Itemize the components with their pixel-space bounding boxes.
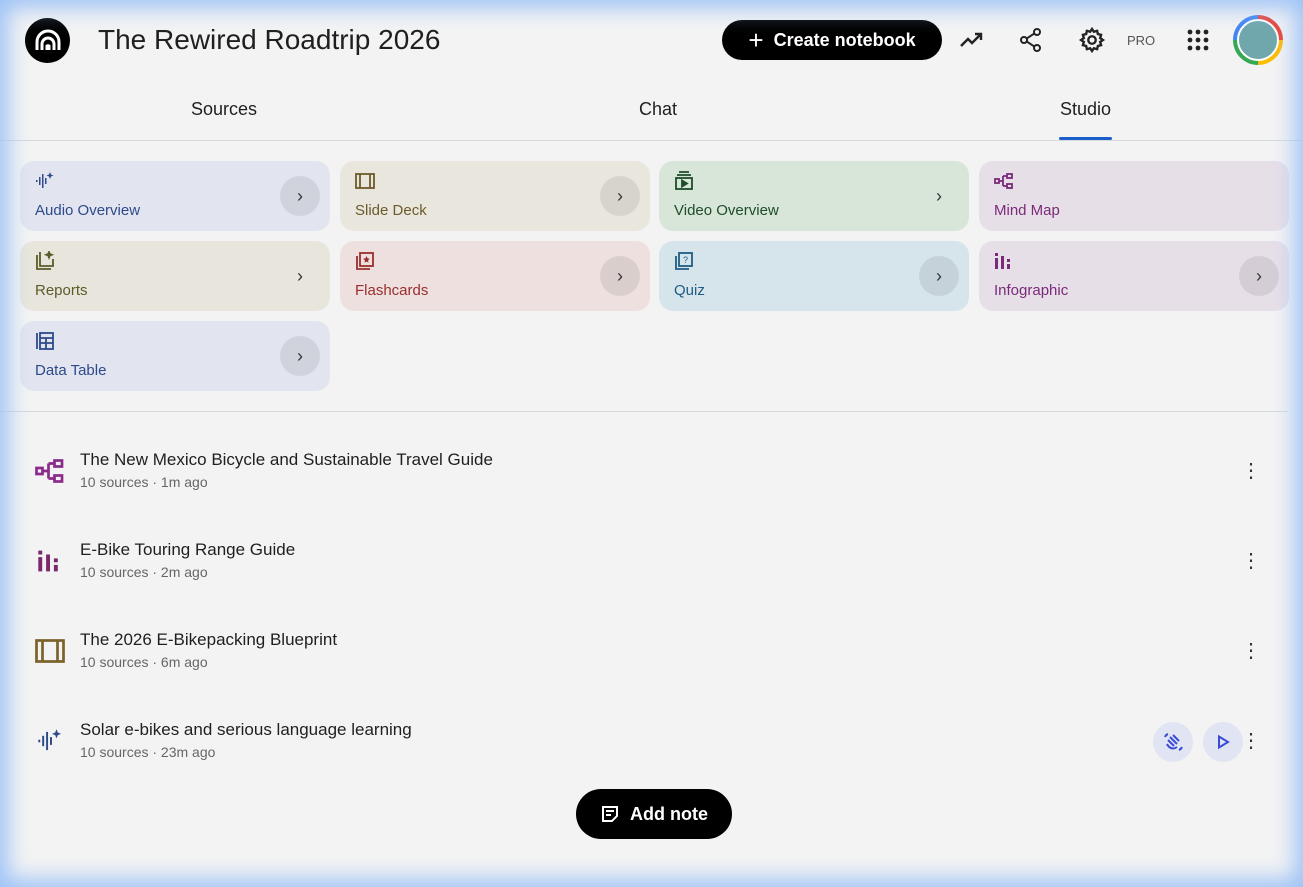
studio-card-label: Data Table	[35, 362, 107, 379]
studio-card-label: Mind Map	[994, 202, 1060, 219]
studio-card-video-overview[interactable]: Video Overview ›	[659, 161, 969, 231]
note-title: The New Mexico Bicycle and Sustainable T…	[80, 450, 493, 469]
note-title: E-Bike Touring Range Guide	[80, 540, 296, 559]
add-note-button[interactable]: Add note	[576, 789, 732, 839]
analytics-icon[interactable]	[956, 24, 988, 56]
play-icon	[1218, 734, 1230, 750]
create-notebook-label: Create notebook	[773, 29, 916, 50]
note-list-item[interactable]: The New Mexico Bicycle and Sustainable T…	[20, 430, 1283, 510]
app-logo[interactable]	[25, 18, 70, 63]
studio-card-mind-map[interactable]: Mind Map	[979, 161, 1289, 231]
infographic-icon	[994, 251, 1014, 271]
notebook-title[interactable]: The Rewired Roadtrip 2026	[98, 24, 441, 55]
studio-card-flashcards[interactable]: Flashcards ›	[340, 241, 650, 311]
tab-chat[interactable]: Chat	[639, 99, 678, 119]
studio-card-audio-overview[interactable]: Audio Overview ›	[20, 161, 330, 231]
data-table-icon	[35, 331, 55, 351]
avatar[interactable]	[1233, 15, 1283, 65]
tab-divider	[0, 140, 1303, 141]
studio-card-slide-deck[interactable]: Slide Deck ›	[340, 161, 650, 231]
slides-icon	[355, 171, 375, 191]
tab-sources[interactable]: Sources	[191, 99, 258, 119]
studio-card-label: Flashcards	[355, 282, 429, 299]
chevron-right-icon[interactable]: ›	[919, 256, 959, 296]
chevron-right-icon[interactable]: ›	[280, 176, 320, 216]
note-meta: 10 sources · 6m ago	[80, 654, 208, 670]
tab-studio[interactable]: Studio	[1060, 99, 1112, 119]
studio-card-label: Reports	[35, 282, 88, 299]
studio-card-label: Audio Overview	[35, 202, 141, 219]
studio-card-label: Infographic	[994, 282, 1069, 299]
studio-card-reports[interactable]: Reports ›	[20, 241, 330, 311]
audio-waveform-icon	[35, 171, 55, 191]
more-vert-icon[interactable]: ⋮	[1241, 549, 1261, 572]
note-list-item[interactable]: The 2026 E-Bikepacking Blueprint 10 sour…	[20, 610, 1283, 690]
share-icon[interactable]	[1015, 24, 1047, 56]
slides-icon	[35, 638, 65, 664]
reports-icon	[35, 249, 55, 271]
chevron-right-icon[interactable]: ›	[600, 256, 640, 296]
studio-card-label: Video Overview	[674, 202, 779, 219]
add-note-label: Add note	[630, 803, 708, 824]
wave-hand-icon	[1164, 733, 1183, 751]
mind-map-icon	[994, 171, 1014, 191]
svg-text:?: ?	[683, 255, 688, 265]
studio-card-infographic[interactable]: Infographic ›	[979, 241, 1289, 311]
infographic-icon	[35, 548, 65, 574]
section-divider	[0, 411, 1288, 412]
plus-icon: +	[748, 25, 764, 55]
note-title: Solar e-bikes and serious language learn…	[80, 720, 412, 739]
video-icon	[674, 171, 694, 191]
interactive-mode-button[interactable]	[1153, 722, 1193, 762]
chevron-right-icon[interactable]: ›	[936, 185, 942, 206]
mind-map-icon	[35, 458, 65, 484]
settings-icon[interactable]	[1076, 24, 1108, 56]
note-icon	[602, 806, 618, 822]
studio-card-quiz[interactable]: ? Quiz ›	[659, 241, 969, 311]
note-meta: 10 sources · 23m ago	[80, 744, 216, 760]
studio-card-data-table[interactable]: Data Table ›	[20, 321, 330, 391]
pro-badge: PRO	[1127, 33, 1156, 48]
chevron-right-icon[interactable]: ›	[600, 176, 640, 216]
avatar-image	[1237, 19, 1279, 61]
note-list-item[interactable]: E-Bike Touring Range Guide 10 sources · …	[20, 520, 1283, 600]
active-tab-indicator	[1059, 137, 1112, 140]
more-vert-icon[interactable]: ⋮	[1241, 729, 1261, 752]
chevron-right-icon[interactable]: ›	[1239, 256, 1279, 296]
chevron-right-icon[interactable]: ›	[297, 265, 303, 286]
create-notebook-button[interactable]: + Create notebook	[722, 20, 942, 60]
note-title: The 2026 E-Bikepacking Blueprint	[80, 630, 338, 649]
note-meta: 10 sources · 2m ago	[80, 564, 208, 580]
chevron-right-icon[interactable]: ›	[280, 336, 320, 376]
note-meta: 10 sources · 1m ago	[80, 474, 208, 490]
more-vert-icon[interactable]: ⋮	[1241, 639, 1261, 662]
studio-card-label: Slide Deck	[355, 202, 427, 219]
quiz-icon: ?	[674, 251, 694, 271]
note-list-item[interactable]: Solar e-bikes and serious language learn…	[20, 700, 1283, 780]
audio-waveform-icon	[35, 728, 65, 754]
apps-grid-icon[interactable]	[1182, 24, 1214, 56]
studio-card-label: Quiz	[674, 282, 705, 299]
flashcards-icon	[355, 251, 375, 271]
more-vert-icon[interactable]: ⋮	[1241, 459, 1261, 482]
play-button[interactable]	[1203, 722, 1243, 762]
